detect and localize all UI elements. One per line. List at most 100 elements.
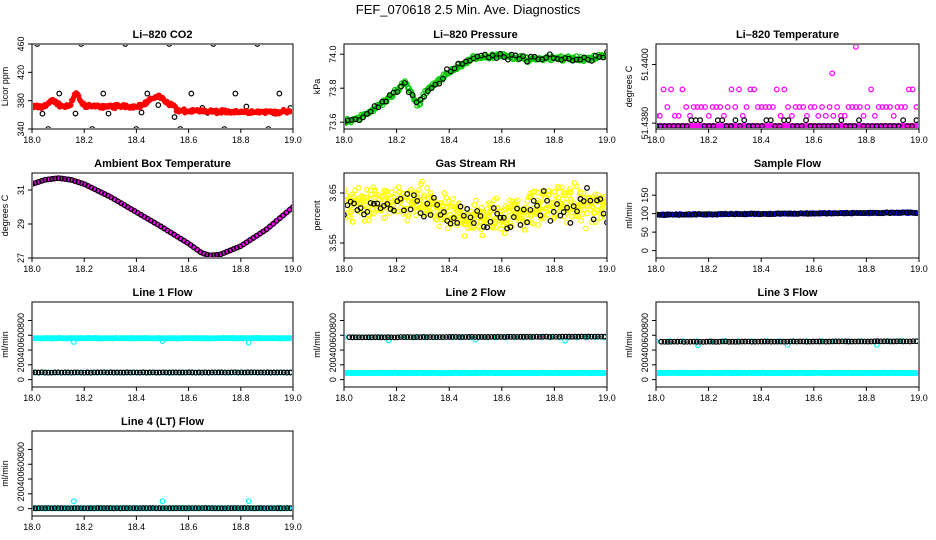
data-point	[245, 498, 252, 505]
data-point	[516, 56, 523, 62]
data-point	[71, 505, 78, 512]
data-point	[776, 123, 783, 128]
data-point	[420, 334, 427, 340]
data-point	[427, 190, 434, 196]
x-tick-label: 19.0	[598, 393, 616, 403]
data-point	[686, 211, 692, 218]
data-point	[163, 369, 170, 376]
data-point	[52, 175, 59, 182]
data-point	[522, 226, 528, 233]
data-point	[277, 505, 284, 512]
data-point	[747, 86, 754, 93]
data-point	[51, 505, 58, 512]
data-point	[777, 112, 784, 119]
data-point	[396, 189, 403, 196]
chart-title: Li–820 Temperature	[736, 29, 839, 41]
plot-frame	[31, 43, 294, 130]
data-point	[97, 505, 104, 512]
data-point	[671, 112, 678, 119]
data-point	[580, 206, 587, 213]
x-tick-label: 18.2	[388, 135, 406, 145]
series-2-5-min-average	[33, 369, 292, 376]
data-point	[267, 505, 274, 512]
series-2-5-min-average	[33, 505, 292, 512]
data-point	[858, 338, 865, 345]
data-point	[397, 195, 404, 202]
data-point	[424, 88, 431, 95]
data-point	[271, 505, 277, 512]
data-point	[72, 110, 79, 117]
data-point	[781, 338, 787, 345]
data-point	[709, 211, 715, 218]
data-point	[233, 244, 240, 251]
data-point	[590, 204, 597, 211]
data-point	[33, 505, 35, 511]
data-point	[202, 505, 209, 511]
series-2-5-min-average	[33, 175, 292, 257]
data-point	[732, 117, 739, 124]
x-tick-label: 19.0	[284, 135, 302, 145]
data-point	[494, 210, 501, 217]
data-point	[713, 338, 720, 345]
plot-frame	[343, 43, 608, 130]
chart-title: Li–820 Pressure	[433, 29, 517, 41]
data-point	[847, 210, 854, 217]
data-point	[48, 176, 55, 182]
data-point	[683, 104, 690, 110]
data-point	[267, 369, 274, 376]
data-point	[91, 369, 98, 376]
x-tick-label: 18.4	[128, 393, 146, 403]
data-point	[39, 177, 45, 184]
data-point	[590, 216, 597, 223]
data-point	[657, 112, 663, 119]
data-point	[759, 123, 765, 128]
data-point	[798, 210, 804, 217]
data-point	[105, 110, 112, 117]
data-point	[171, 114, 178, 120]
data-point	[819, 338, 826, 345]
data-point	[276, 90, 283, 97]
data-point	[55, 175, 62, 182]
data-point	[38, 505, 45, 512]
x-tick-label: 19.0	[284, 522, 302, 532]
data-point	[501, 230, 508, 237]
data-point	[482, 51, 488, 58]
data-point	[192, 369, 199, 376]
data-point	[788, 112, 795, 119]
data-point	[572, 333, 579, 340]
data-point	[531, 188, 538, 195]
data-point	[504, 225, 511, 232]
data-point	[567, 220, 574, 226]
data-point	[702, 211, 709, 218]
y-axis-label: degrees C	[0, 194, 10, 236]
data-point	[367, 108, 374, 115]
data-point	[385, 334, 391, 341]
data-point	[417, 210, 424, 217]
data-point	[238, 369, 245, 376]
data-point	[404, 191, 411, 197]
y-tick-label: 100	[640, 206, 650, 221]
data-point	[173, 505, 179, 512]
data-point	[235, 369, 241, 376]
x-tick-label: 19.0	[284, 393, 302, 403]
data-point	[186, 369, 192, 376]
data-point	[700, 338, 707, 345]
data-point	[697, 338, 703, 345]
data-point	[379, 98, 386, 105]
data-point	[527, 53, 534, 60]
data-point	[695, 210, 702, 217]
x-tick-label: 18.8	[858, 135, 876, 145]
data-point	[222, 369, 228, 376]
data-point	[710, 338, 716, 345]
data-point	[524, 219, 531, 226]
plot-frame	[343, 172, 608, 259]
data-point	[774, 338, 781, 345]
data-point	[693, 338, 700, 345]
data-point	[452, 334, 459, 340]
data-point	[562, 333, 569, 340]
y-tick-label: 0	[16, 377, 26, 382]
data-point	[856, 117, 862, 124]
data-point	[849, 104, 856, 110]
chart-line4-lt-flow: Line 4 (LT) Flow ml/min 18.0 18.2 18.4 18.6 18…	[0, 416, 302, 532]
data-point	[480, 209, 487, 216]
